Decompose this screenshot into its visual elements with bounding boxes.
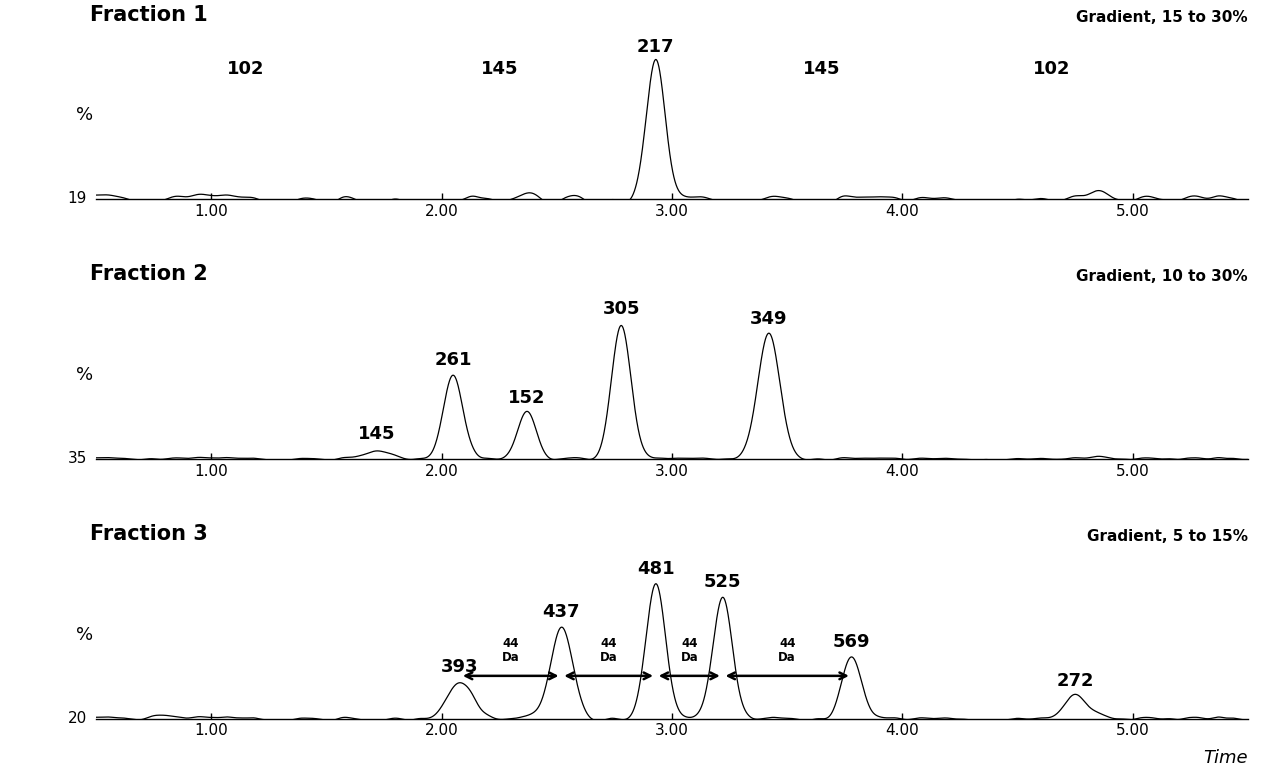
Text: 393: 393 — [442, 658, 479, 676]
Text: 44
Da: 44 Da — [778, 637, 796, 664]
Text: 145: 145 — [803, 60, 841, 78]
Text: 437: 437 — [543, 603, 580, 621]
Text: Fraction 1: Fraction 1 — [90, 5, 207, 24]
Text: 145: 145 — [480, 60, 518, 78]
Y-axis label: %: % — [77, 626, 93, 644]
Text: 217: 217 — [637, 37, 675, 55]
Text: 102: 102 — [1033, 60, 1071, 78]
Text: 19: 19 — [68, 191, 87, 206]
Text: 35: 35 — [68, 451, 87, 466]
Text: 272: 272 — [1056, 672, 1094, 690]
Text: Gradient, 5 to 15%: Gradient, 5 to 15% — [1087, 530, 1248, 544]
Text: 44
Da: 44 Da — [681, 637, 698, 664]
Text: 102: 102 — [227, 60, 265, 78]
Text: 44
Da: 44 Da — [502, 637, 520, 664]
Text: Gradient, 10 to 30%: Gradient, 10 to 30% — [1076, 269, 1248, 284]
Text: 349: 349 — [750, 309, 787, 328]
Text: 525: 525 — [704, 572, 741, 590]
Text: Time: Time — [1203, 749, 1248, 767]
Text: 20: 20 — [68, 711, 87, 726]
Text: 569: 569 — [833, 633, 870, 651]
Text: 481: 481 — [637, 560, 675, 578]
Text: 261: 261 — [434, 351, 472, 369]
Text: 145: 145 — [358, 426, 396, 444]
Y-axis label: %: % — [77, 366, 93, 384]
Text: Gradient, 15 to 30%: Gradient, 15 to 30% — [1076, 9, 1248, 24]
Text: Fraction 3: Fraction 3 — [90, 524, 207, 544]
Y-axis label: %: % — [77, 106, 93, 124]
Text: 305: 305 — [603, 301, 640, 319]
Text: 152: 152 — [508, 389, 545, 407]
Text: Fraction 2: Fraction 2 — [90, 264, 207, 284]
Text: 44
Da: 44 Da — [600, 637, 617, 664]
